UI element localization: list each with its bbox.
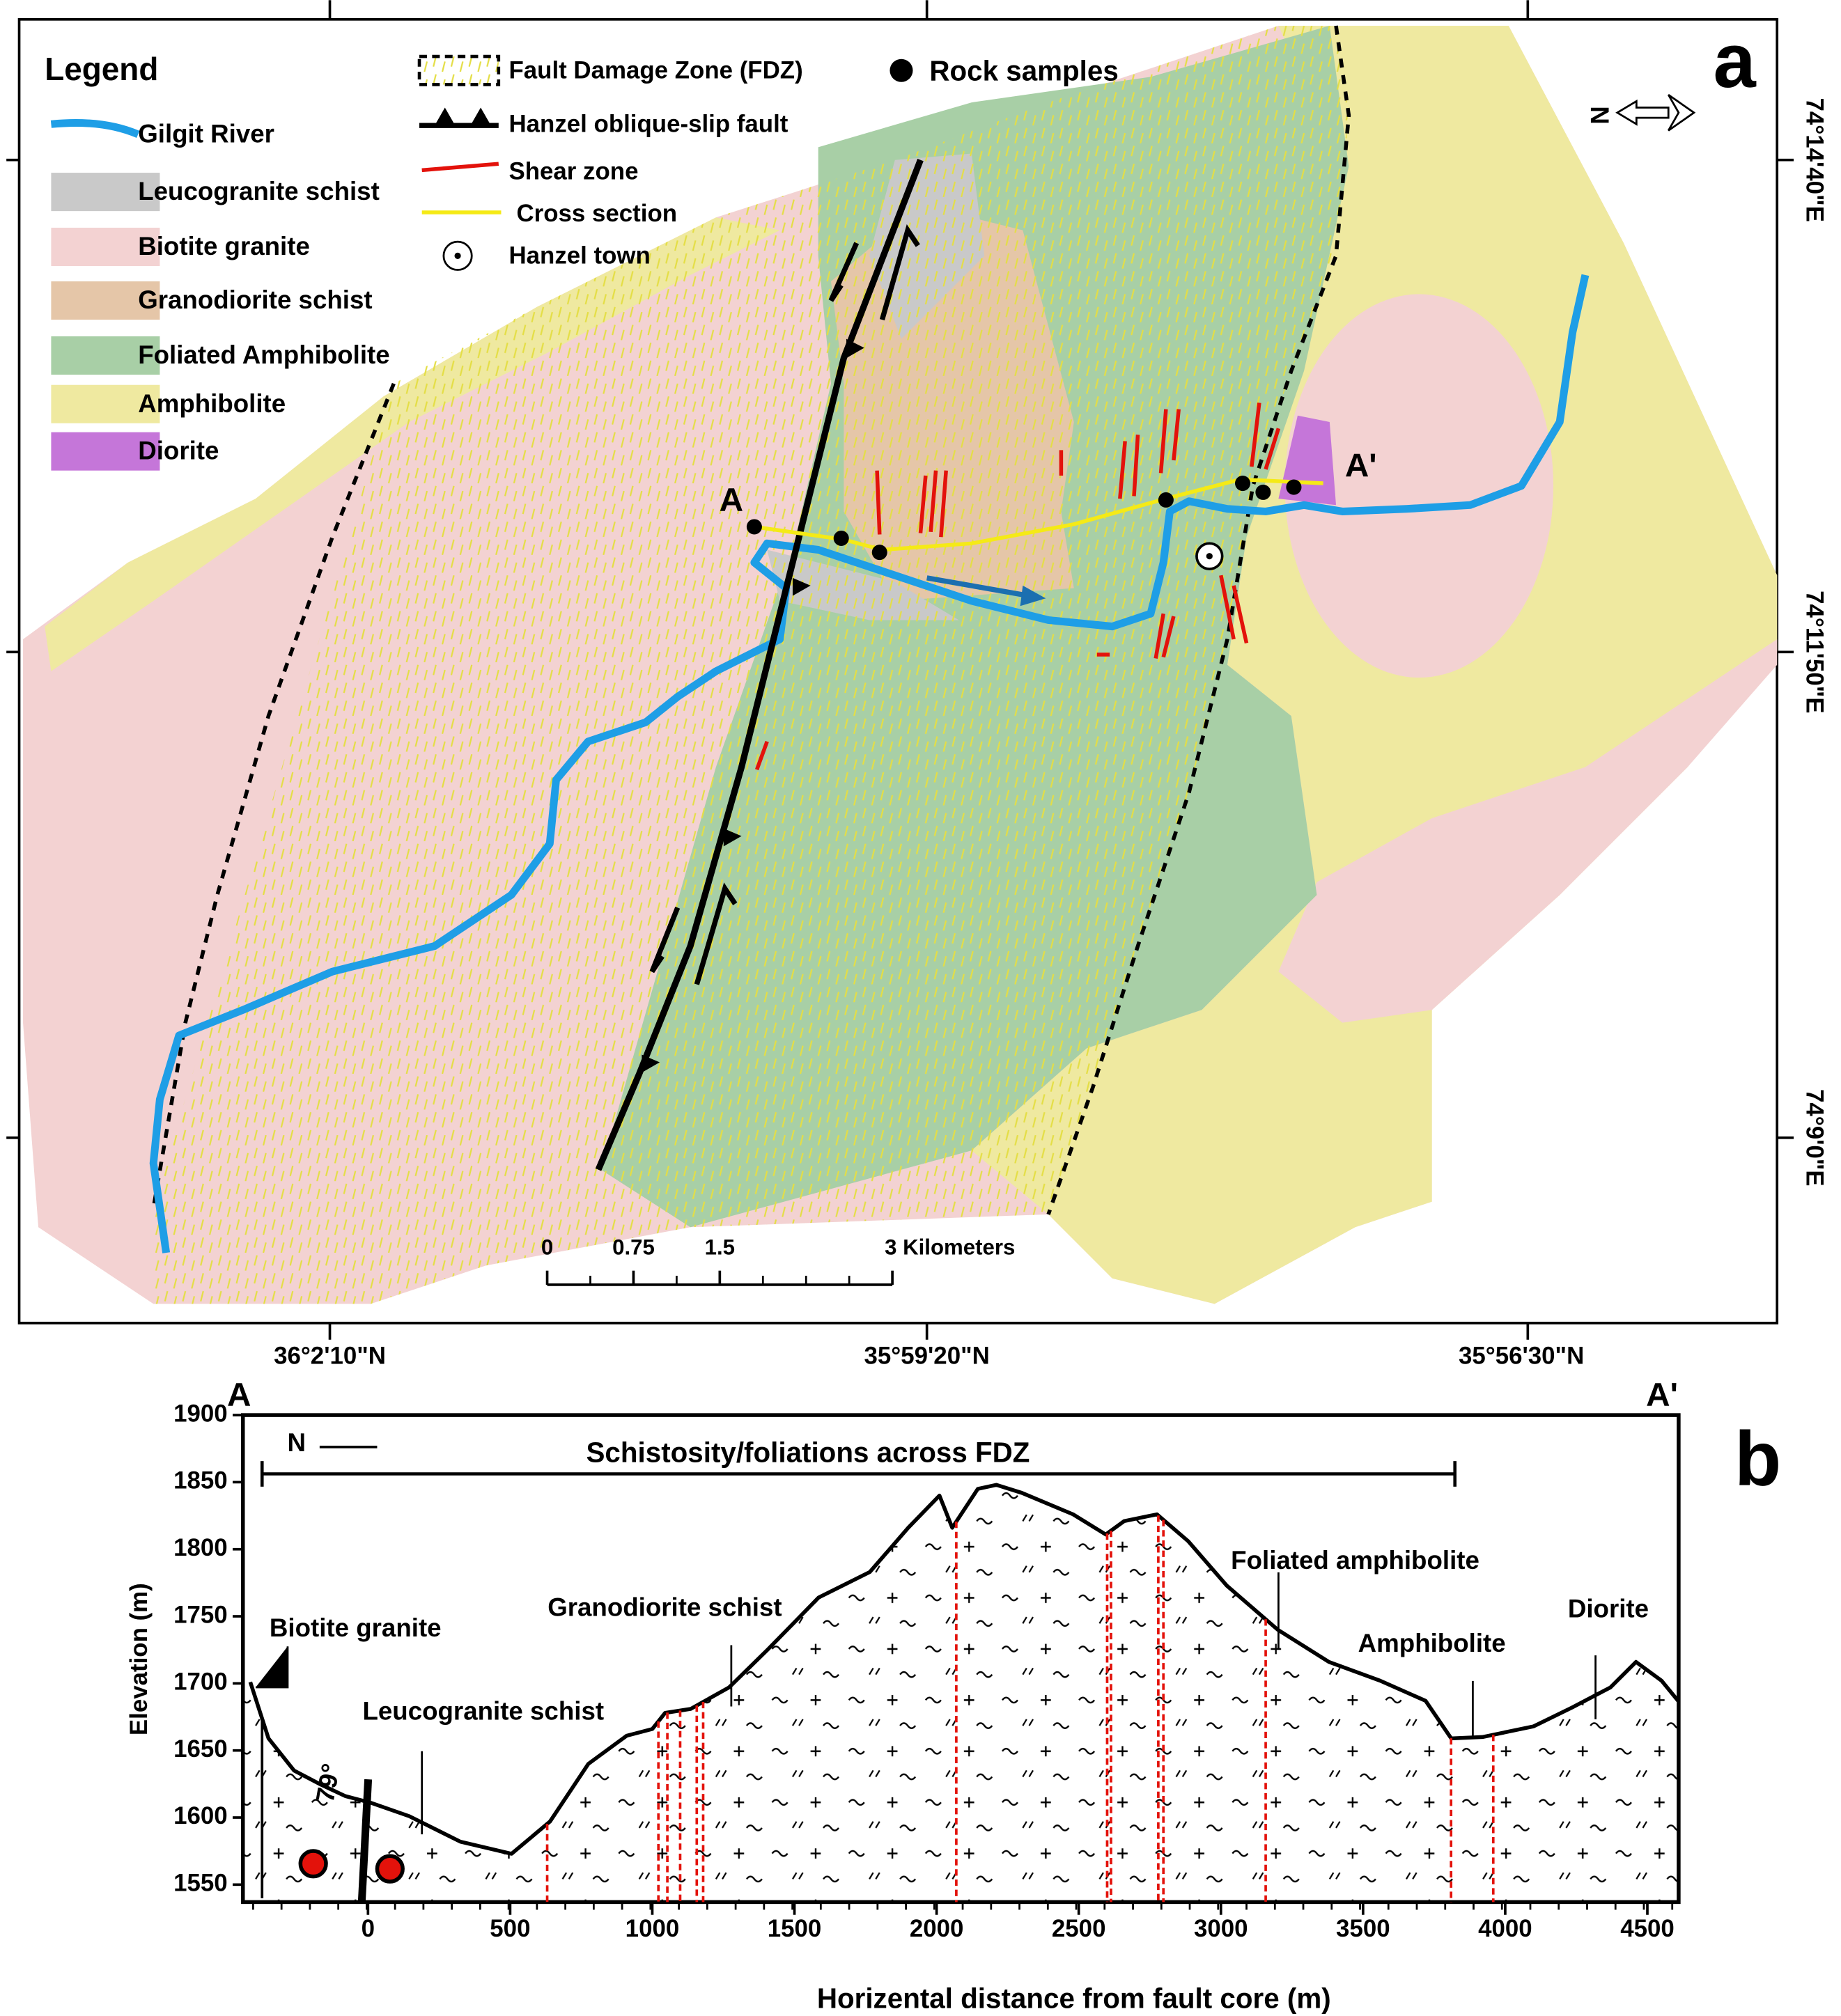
legend-swatch xyxy=(51,281,160,320)
cross-section-line xyxy=(754,477,1323,552)
fdz-boundary xyxy=(151,382,396,1209)
fault-teeth xyxy=(642,338,864,1073)
x-axis-label: Horizental distance from fault core (m) xyxy=(817,1982,1331,2014)
hanzel-fault xyxy=(595,159,924,1171)
annotation: 79° xyxy=(311,1761,345,1804)
y-tick-label: 1750 xyxy=(173,1601,228,1628)
legend-title: Legend xyxy=(45,51,158,87)
x-tick-label: 3500 xyxy=(1336,1915,1390,1942)
symbol-label: Shear zone xyxy=(508,157,638,185)
hanzel-town-marker xyxy=(1195,542,1224,570)
longitude-label: 74°14'40"E xyxy=(1801,98,1828,222)
fault-core xyxy=(261,1719,373,1901)
legend-river xyxy=(50,118,140,139)
legend-label: Leucogranite schist xyxy=(138,177,380,205)
x-tick-label: 1000 xyxy=(626,1915,680,1942)
scale-label: 0.75 xyxy=(612,1235,655,1260)
y-tick-label: 1650 xyxy=(173,1735,228,1763)
rock-samples xyxy=(746,476,1302,561)
section-panel: b 1550 1600 1650 1700 1750 1800 1850 1900 0 500 10… xyxy=(125,1377,1781,2014)
annotation: Diorite xyxy=(1568,1595,1649,1623)
x-tick-label: 500 xyxy=(490,1915,530,1942)
symbol-label: Hanzel oblique-slip fault xyxy=(508,110,788,137)
symbol-label: Fault Damage Zone (FDZ) xyxy=(508,56,802,84)
x-tick-label: 2500 xyxy=(1052,1915,1106,1942)
annotation: A xyxy=(227,1377,251,1414)
annotation: Granodiorite schist xyxy=(547,1593,782,1622)
shear-zone-symbol xyxy=(421,162,499,173)
latitude-label: 35°56'30"N xyxy=(1459,1343,1584,1370)
scale-label: 0 xyxy=(541,1235,553,1260)
x-tick-label: 0 xyxy=(362,1915,375,1942)
legend-swatch xyxy=(51,227,160,267)
latitude-label: 35°59'20"N xyxy=(864,1343,990,1370)
fault-sense-arrows xyxy=(649,224,920,985)
x-tick-label: 2000 xyxy=(910,1915,964,1942)
latitude-label: 36°2'10"N xyxy=(274,1343,386,1370)
annotation: Amphibolite xyxy=(1358,1629,1506,1657)
legend-swatch xyxy=(51,432,160,471)
shear-zones xyxy=(754,403,1281,771)
y-tick-label: 1850 xyxy=(173,1467,228,1494)
y-tick-label: 1700 xyxy=(173,1669,228,1696)
legend-swatch xyxy=(51,336,160,375)
y-tick-label: 1600 xyxy=(173,1802,228,1829)
legend-label: Granodiorite schist xyxy=(138,286,372,314)
legend-label: Diorite xyxy=(138,437,219,465)
annotation: Biotite granite xyxy=(270,1613,442,1642)
y-tick-label: 1900 xyxy=(173,1400,228,1427)
legend-label: Amphibolite xyxy=(138,389,286,418)
annotation: A' xyxy=(1646,1377,1678,1414)
x-tick-label: 3000 xyxy=(1194,1915,1248,1942)
panel-label: a xyxy=(1713,18,1756,104)
fault-damage-zone xyxy=(153,25,1349,1304)
gilgit-river xyxy=(149,274,1590,1253)
legend-swatch xyxy=(51,384,160,423)
legend-swatch xyxy=(51,173,160,212)
annotation: N xyxy=(288,1428,306,1457)
longitude-label: 74°11'50"E xyxy=(1801,591,1828,713)
legend-label: Biotite granite xyxy=(138,232,310,260)
x-tick-label: 4000 xyxy=(1478,1915,1532,1942)
north-arrow: N xyxy=(1585,93,1696,132)
annotation: Schistosity/foliations across FDZ xyxy=(587,1437,1030,1469)
map-panel: Legend Gilgit River Leucogranite schist Bi… xyxy=(6,0,1828,1370)
fdz-span xyxy=(260,1461,1457,1487)
section-end-label: A xyxy=(720,482,743,519)
annotation: Leucogranite schist xyxy=(362,1696,604,1725)
legend-label: Gilgit River xyxy=(138,120,274,148)
annotation: Foliated amphibolite xyxy=(1231,1546,1479,1574)
symbol-label: Hanzel town xyxy=(508,242,650,269)
legend: Gilgit River Leucogranite schist Biotite g… xyxy=(50,118,390,471)
section-end-label: A' xyxy=(1345,448,1377,485)
flow-arrow xyxy=(926,575,1046,607)
scale-label: 3 Kilometers xyxy=(885,1235,1015,1260)
sample-symbol xyxy=(890,58,913,82)
north-label: N xyxy=(1585,106,1614,125)
sample-markers xyxy=(298,1849,405,1884)
biotite-granite-area xyxy=(1284,294,1554,678)
scale-bar: 0 0.75 1.5 3 Kilometers xyxy=(541,1235,1015,1286)
fault-symbol xyxy=(419,107,499,128)
scale-label: 1.5 xyxy=(705,1235,735,1260)
y-tick-label: 1800 xyxy=(173,1534,228,1561)
x-tick-label: 1500 xyxy=(768,1915,822,1942)
symbol-label: Rock samples xyxy=(929,55,1118,87)
town-symbol xyxy=(442,240,473,271)
map-ticks xyxy=(6,0,1794,1340)
biotite-granite-area xyxy=(1278,639,1778,1023)
x-tick-label: 4500 xyxy=(1620,1915,1675,1942)
panel-label: b xyxy=(1734,1416,1781,1502)
symbol-label: Cross section xyxy=(517,200,678,227)
y-tick-label: 1550 xyxy=(173,1870,228,1897)
fdz-symbol xyxy=(417,54,501,86)
legend-label: Foliated Amphibolite xyxy=(138,341,389,369)
y-axis-label: Elevation (m) xyxy=(125,1583,153,1735)
fdz-boundary xyxy=(1046,25,1351,1215)
longitude-label: 74°9'0"E xyxy=(1801,1089,1828,1187)
